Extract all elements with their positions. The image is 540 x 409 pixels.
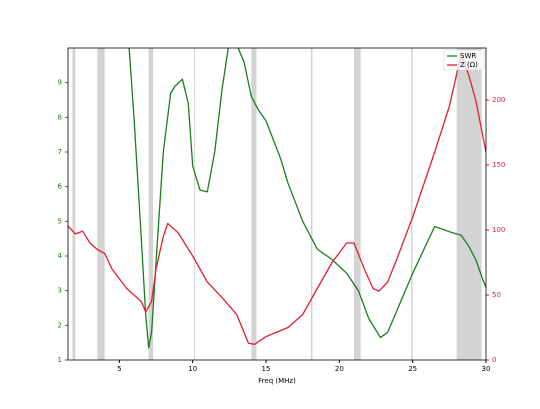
plot-area xyxy=(68,48,486,360)
legend-label: SWR xyxy=(460,52,476,60)
band xyxy=(251,48,257,360)
y2-tick-label: 150 xyxy=(492,161,505,169)
series-line xyxy=(128,48,486,349)
band xyxy=(456,48,482,360)
x-tick-label: 25 xyxy=(408,365,417,373)
y-tick-label: 6 xyxy=(58,183,63,191)
y-tick-label: 9 xyxy=(58,79,62,87)
legend-label: Z (Ω) xyxy=(460,61,478,69)
y-tick-label: 4 xyxy=(58,252,63,260)
y-tick-label: 7 xyxy=(58,148,62,156)
band xyxy=(97,48,105,360)
x-tick-label: 30 xyxy=(482,365,491,373)
y-tick-label: 8 xyxy=(58,113,62,121)
x-tick-label: 10 xyxy=(188,365,197,373)
series-line xyxy=(68,53,486,346)
y2-tick-label: 100 xyxy=(492,226,505,234)
band xyxy=(354,48,361,360)
x-axis-label: Freq (MHz) xyxy=(258,377,296,385)
band xyxy=(148,48,154,360)
y2-tick-label: 200 xyxy=(492,96,505,104)
y-tick-label: 2 xyxy=(58,321,62,329)
band xyxy=(310,48,313,360)
band xyxy=(194,48,196,360)
x-tick-label: 5 xyxy=(117,365,121,373)
band xyxy=(411,48,413,360)
y-tick-label: 3 xyxy=(58,287,62,295)
y-tick-label: 1 xyxy=(58,356,62,364)
y-tick-label: 5 xyxy=(58,217,62,225)
band xyxy=(72,48,76,360)
y2-tick-label: 0 xyxy=(492,356,496,364)
plot-frame xyxy=(67,47,487,361)
y2-tick-label: 50 xyxy=(492,291,501,299)
x-tick-label: 15 xyxy=(262,365,271,373)
x-tick-label: 20 xyxy=(335,365,344,373)
